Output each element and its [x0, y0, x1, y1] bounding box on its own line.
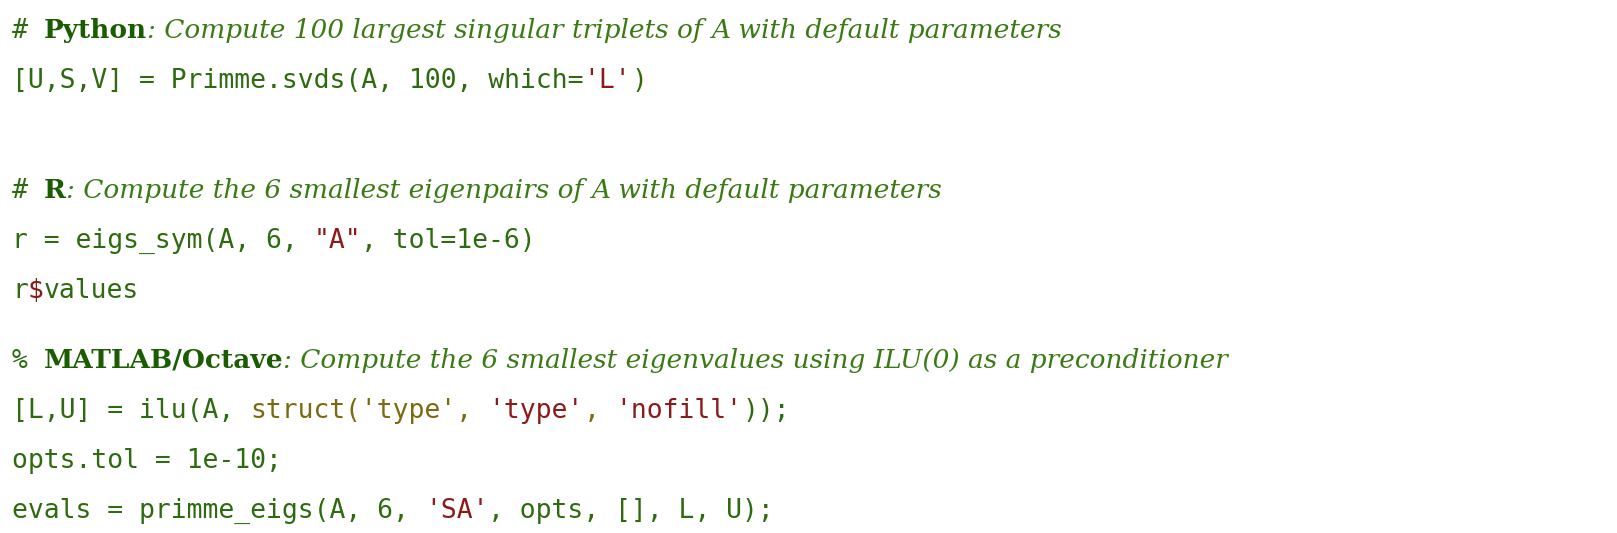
Text: , tol=1e-6): , tol=1e-6): [361, 228, 535, 254]
Text: #: #: [11, 178, 44, 204]
Text: [U,S,V] = Primme.svds(A, 100, which=: [U,S,V] = Primme.svds(A, 100, which=: [11, 68, 584, 94]
Text: : Compute the 6 smallest eigenvalues using ILU(0) as a preconditioner: : Compute the 6 smallest eigenvalues usi…: [283, 348, 1229, 373]
Text: Python: Python: [44, 18, 147, 43]
Text: struct: struct: [251, 398, 346, 424]
Text: 'L': 'L': [584, 68, 631, 94]
Text: with default parameters: with default parameters: [610, 178, 943, 203]
Text: ,: ,: [584, 398, 614, 424]
Text: %: %: [11, 348, 44, 374]
Text: 'nofill': 'nofill': [614, 398, 742, 424]
Text: A: A: [592, 178, 610, 203]
Text: values: values: [44, 278, 139, 304]
Text: : Compute 100 largest singular triplets of: : Compute 100 largest singular triplets …: [147, 18, 711, 43]
Text: A: A: [711, 18, 729, 43]
Text: R: R: [44, 178, 66, 203]
Text: ));: ));: [742, 398, 789, 424]
Text: $: $: [27, 278, 44, 304]
Text: r: r: [11, 278, 27, 304]
Text: : Compute the 6 smallest eigenpairs of: : Compute the 6 smallest eigenpairs of: [66, 178, 592, 203]
Text: MATLAB/Octave: MATLAB/Octave: [44, 348, 283, 373]
Text: , opts, [], L, U);: , opts, [], L, U);: [488, 498, 775, 524]
Text: ): ): [631, 68, 647, 94]
Text: with default parameters: with default parameters: [729, 18, 1062, 43]
Text: 'SA': 'SA': [425, 498, 488, 524]
Text: "A": "A": [314, 228, 361, 254]
Text: 'type': 'type': [488, 398, 584, 424]
Text: opts.tol = 1e-10;: opts.tol = 1e-10;: [11, 448, 281, 474]
Text: ('type',: ('type',: [346, 398, 488, 424]
Text: [L,U] = ilu(A,: [L,U] = ilu(A,: [11, 398, 251, 424]
Text: #: #: [11, 18, 44, 44]
Text: r = eigs_sym(A, 6,: r = eigs_sym(A, 6,: [11, 228, 314, 254]
Text: evals = primme_eigs(A, 6,: evals = primme_eigs(A, 6,: [11, 498, 425, 524]
